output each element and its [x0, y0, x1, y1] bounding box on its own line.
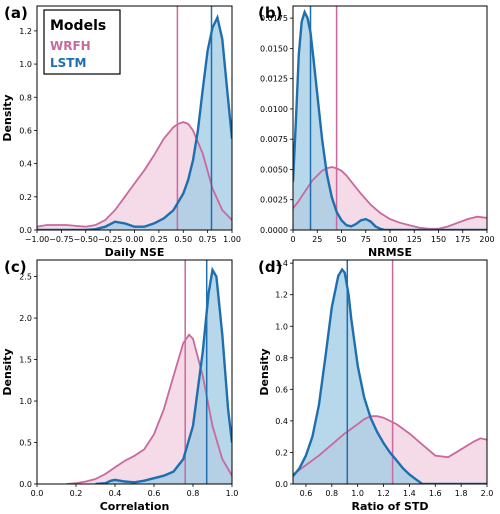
- axes-frame: [292, 259, 488, 485]
- x-axis-label: Correlation: [100, 500, 170, 513]
- y-tick-label: 0.6: [275, 385, 288, 394]
- x-tick-label: 1.2: [377, 489, 390, 498]
- plot-area: [66, 260, 232, 484]
- legend-item-lstm: LSTM: [50, 56, 86, 70]
- panel-label: (c): [4, 258, 27, 276]
- x-tick-label: 50: [336, 235, 346, 244]
- x-tick-label: 100: [382, 235, 397, 244]
- x-tick-label: 0.6: [148, 489, 161, 498]
- y-tick-label: 0.8: [19, 93, 32, 102]
- y-axis-label: Density: [258, 348, 271, 395]
- density-line-wrfh: [293, 166, 487, 230]
- panel-c: 0.0 0.2 0.4 0.6 0.8 1.0 0.0 0.5 1.0 1.5 2.0 2.5 Corr…: [1, 258, 238, 513]
- density-fill-lstm: [95, 270, 232, 484]
- x-tick-label: 0.00: [126, 235, 144, 244]
- x-tick-label: 150: [431, 235, 446, 244]
- x-tick-label: 0.6: [300, 489, 313, 498]
- density-line-lstm: [293, 8, 487, 230]
- x-tick-label: 25: [312, 235, 322, 244]
- x-tick-label: 0.25: [150, 235, 168, 244]
- legend-item-wrfh: WRFH: [50, 39, 91, 53]
- density-fill-lstm: [293, 269, 487, 484]
- density-line-lstm: [293, 267, 487, 484]
- y-tick-label: 0.4: [19, 160, 32, 169]
- y-tick-label: 1.2: [19, 27, 32, 36]
- y-tick-label: 0.2: [19, 193, 32, 202]
- x-axis-label: NRMSE: [368, 246, 412, 259]
- y-tick-label: 0.0025: [260, 196, 288, 205]
- x-tick-label: 0.2: [70, 489, 83, 498]
- x-tick-label: 0.8: [187, 489, 200, 498]
- x-tick-label: 1.00: [223, 235, 241, 244]
- y-tick-label: 0.0000: [260, 226, 288, 235]
- x-axis-label: Ratio of STD: [351, 500, 428, 513]
- panel-label: (d): [258, 258, 282, 276]
- y-tick-label: 0.6: [19, 126, 32, 135]
- y-axis-label: Density: [1, 348, 14, 395]
- x-tick-label: 175: [455, 235, 470, 244]
- x-tick-label: 0.4: [109, 489, 122, 498]
- density-fill-lstm: [37, 17, 232, 230]
- panel-d: 0.6 0.8 1.0 1.2 1.4 1.6 1.8 2.0 0.0 0.2 0.4 0.6 0.8 1…: [258, 258, 493, 513]
- density-fill-lstm: [293, 12, 487, 230]
- x-tick-label: 2.0: [481, 489, 494, 498]
- x-tick-label: 0.50: [174, 235, 192, 244]
- y-tick-label: 0.0075: [260, 135, 288, 144]
- y-axis-label: Density: [1, 94, 14, 141]
- x-tick-label: 200: [479, 235, 494, 244]
- y-tick-label: 0.0: [19, 480, 32, 489]
- plot-area: [37, 6, 232, 230]
- x-tick-label: 1.0: [226, 489, 239, 498]
- y-tick-label: 0.4: [275, 417, 288, 426]
- y-tick-label: 1.4: [275, 259, 288, 268]
- x-tick-label: 0.75: [199, 235, 217, 244]
- y-tick-label: 0.0175: [260, 14, 288, 23]
- y-tick-label: 1.0: [19, 60, 32, 69]
- axes-frame: [36, 259, 233, 485]
- y-tick-label: 0.2: [275, 448, 288, 457]
- legend-box: [43, 9, 121, 75]
- x-tick-label: 0.0: [31, 489, 44, 498]
- y-tick-label: 2.5: [19, 273, 32, 282]
- y-tick-label: 1.0: [19, 397, 32, 406]
- x-tick-label: −0.75: [49, 235, 74, 244]
- y-tick-label: 0.0050: [260, 165, 288, 174]
- plot-area: [293, 260, 487, 484]
- x-tick-label: 125: [407, 235, 422, 244]
- density-line-lstm: [95, 266, 232, 484]
- density-line-wrfh: [293, 415, 487, 476]
- x-axis-label: Daily NSE: [105, 246, 165, 259]
- y-tick-label: 0.0150: [260, 44, 288, 53]
- y-tick-label: 1.2: [275, 291, 288, 300]
- y-tick-label: 0.0: [19, 226, 32, 235]
- x-tick-label: 0: [290, 235, 295, 244]
- legend-title: Models: [50, 18, 106, 34]
- panel-b: 0 25 50 75 100 125 150 175 200 0.0000 0.0025 0.0050…: [258, 4, 495, 259]
- y-tick-label: 0.5: [19, 439, 32, 448]
- panel-a: −1.00 −0.75 −0.50 −0.25 0.00 0.25 0.50 0.75 1.00…: [1, 4, 241, 259]
- y-tick-label: 1.5: [19, 356, 32, 365]
- y-tick-label: 1.0: [275, 322, 288, 331]
- x-tick-label: 1.8: [455, 489, 468, 498]
- density-line-wrfh: [66, 333, 232, 484]
- y-tick-label: 0.8: [275, 354, 288, 363]
- x-tick-label: 1.0: [351, 489, 364, 498]
- x-tick-label: 75: [361, 235, 371, 244]
- x-tick-label: −0.25: [98, 235, 123, 244]
- y-tick-label: 2.0: [19, 314, 32, 323]
- panel-label: (b): [258, 4, 282, 22]
- x-tick-label: −1.00: [25, 235, 50, 244]
- x-tick-label: 0.8: [325, 489, 338, 498]
- legend: Models WRFH LSTM: [43, 9, 121, 75]
- density-fill-wrfh: [293, 167, 487, 230]
- panel-label: (a): [4, 4, 28, 22]
- y-tick-label: 0.0125: [260, 75, 288, 84]
- y-tick-label: 0.0: [275, 480, 288, 489]
- x-tick-label: −0.50: [73, 235, 98, 244]
- y-tick-label: 0.0100: [260, 105, 288, 114]
- x-tick-label: 1.6: [429, 489, 442, 498]
- plot-area: [293, 6, 487, 230]
- x-tick-label: 1.4: [403, 489, 416, 498]
